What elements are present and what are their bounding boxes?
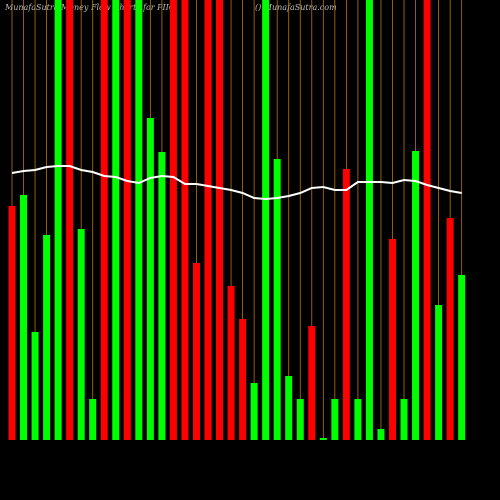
bar <box>250 383 258 440</box>
bar <box>89 399 97 440</box>
bar <box>308 326 316 440</box>
bar <box>342 169 350 440</box>
chart-subtitle: () MunafaSutra.com <box>255 3 337 12</box>
bar <box>354 399 362 440</box>
chart-title: MunafaSutra Money Flow Charts for PIIO <box>4 3 176 12</box>
bar <box>31 332 39 440</box>
bar <box>458 275 466 440</box>
bar <box>135 0 143 440</box>
bar <box>181 0 189 440</box>
bar <box>239 319 247 440</box>
bar <box>192 263 200 440</box>
bar <box>66 0 74 440</box>
bar <box>100 0 108 440</box>
bar <box>435 305 443 440</box>
bar <box>365 0 373 440</box>
bar <box>400 399 408 440</box>
bar <box>20 195 28 440</box>
bar <box>262 0 270 440</box>
flow-line <box>11 165 462 201</box>
bar <box>123 0 131 440</box>
bar <box>296 399 304 440</box>
bar <box>285 376 293 440</box>
bar <box>423 0 431 440</box>
bar <box>227 286 235 440</box>
bar <box>146 118 154 440</box>
bar <box>169 0 177 440</box>
bar <box>204 0 212 440</box>
bar <box>77 229 85 440</box>
bar <box>273 159 281 440</box>
bar <box>319 438 327 440</box>
bar <box>158 152 166 440</box>
bar <box>331 399 339 440</box>
bar <box>43 235 51 440</box>
bar <box>388 239 396 440</box>
bar <box>54 0 62 440</box>
bar <box>216 0 224 440</box>
bar <box>377 429 385 440</box>
bar <box>8 206 16 440</box>
bar <box>412 151 420 440</box>
bar <box>112 0 120 440</box>
bar <box>446 218 454 440</box>
